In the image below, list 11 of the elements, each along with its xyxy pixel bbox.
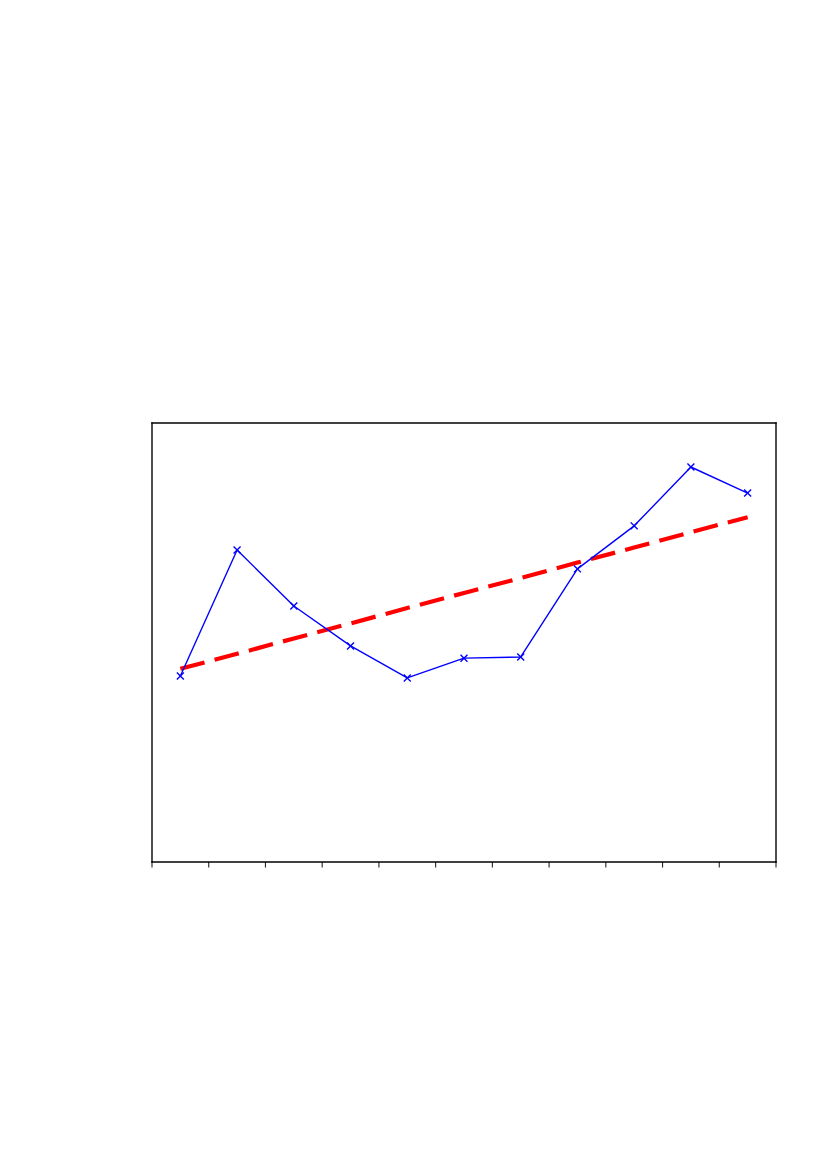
- point: [403, 673, 412, 683]
- point: [686, 462, 696, 472]
- point: [573, 564, 582, 574]
- point: [346, 641, 355, 651]
- point: [289, 601, 298, 611]
- point: [516, 652, 525, 662]
- point: [743, 488, 752, 498]
- point: [630, 521, 639, 531]
- point: [232, 545, 242, 555]
- point: [459, 654, 469, 663]
- point: [176, 671, 185, 681]
